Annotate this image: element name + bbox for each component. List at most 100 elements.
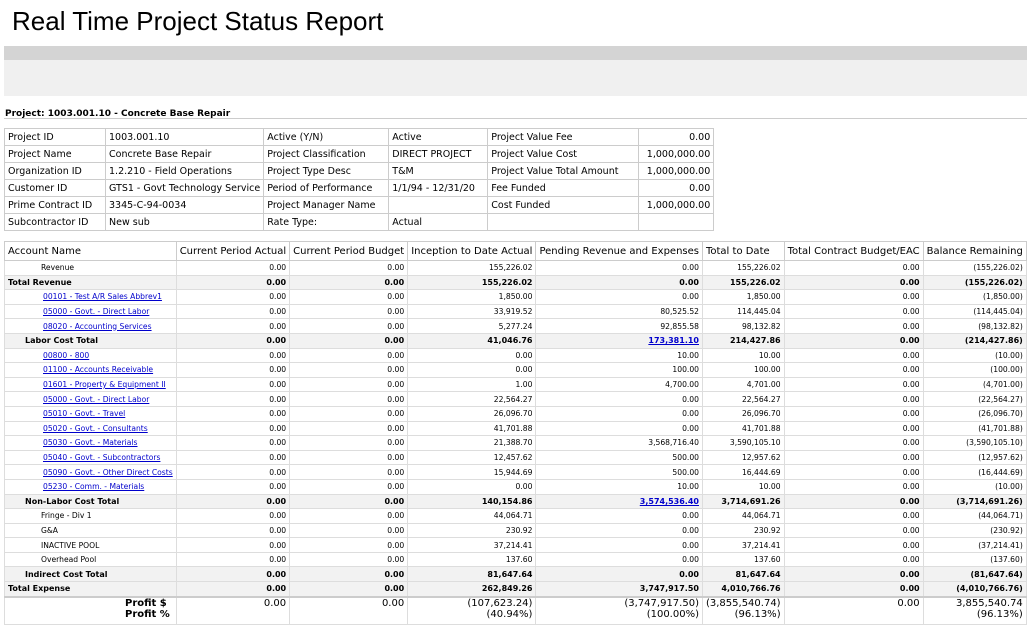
- amount: 0.00: [408, 479, 536, 494]
- amount: 0.00: [784, 567, 923, 582]
- amount: (214,427.86): [923, 333, 1026, 348]
- account-link[interactable]: 05030 - Govt. - Materials: [43, 438, 138, 447]
- band: [4, 46, 1027, 60]
- amount: 500.00: [536, 465, 703, 480]
- info-value: 1.2.210 - Field Operations: [106, 163, 264, 180]
- account-link[interactable]: 00800 - 800: [43, 351, 89, 360]
- data-row: Labor Cost Total0.000.0041,046.76173,381…: [5, 333, 1027, 348]
- amount: 0.00: [536, 523, 703, 538]
- amount: 0.00: [536, 552, 703, 567]
- account-name: 01100 - Accounts Receivable: [5, 363, 177, 378]
- amount: 0.00: [290, 290, 408, 305]
- amount: 4,700.00: [536, 377, 703, 392]
- profit-value: (3,855,540.74): [706, 598, 781, 609]
- account-name: Revenue: [5, 261, 177, 276]
- amount: 155,226.02: [702, 275, 784, 290]
- amount: 0.00: [784, 348, 923, 363]
- amount: 0.00: [176, 406, 289, 421]
- amount: 0.00: [290, 567, 408, 582]
- account-link[interactable]: 05010 - Govt. - Travel: [43, 409, 125, 418]
- account-link[interactable]: 01601 - Property & Equipment II: [43, 380, 166, 389]
- info-label: Subcontractor ID: [5, 214, 106, 231]
- amount: 0.00: [176, 509, 289, 524]
- amount: 5,277.24: [408, 319, 536, 334]
- amount: 0.00: [176, 377, 289, 392]
- amount: 16,444.69: [702, 465, 784, 480]
- data-row: Fringe - Div 10.000.0044,064.710.0044,06…: [5, 509, 1027, 524]
- column-header: Total Contract Budget/EAC: [784, 242, 923, 261]
- profit-value: 0.00: [788, 598, 920, 609]
- amount: 0.00: [784, 290, 923, 305]
- amount: 0.00: [536, 538, 703, 553]
- account-link[interactable]: 173,381.10: [648, 336, 699, 345]
- amount: 0.00: [176, 582, 289, 597]
- info-value: 1,000,000.00: [639, 197, 714, 214]
- info-label: Rate Type:: [264, 214, 389, 231]
- amount: 0.00: [290, 450, 408, 465]
- column-header: Balance Remaining: [923, 242, 1026, 261]
- amount: (114,445.04): [923, 304, 1026, 319]
- amount: (4,010,766.76): [923, 582, 1026, 597]
- account-link[interactable]: 05040 - Govt. - Subcontractors: [43, 453, 160, 462]
- profit-label: Profit $: [125, 598, 173, 609]
- amount: 10.00: [702, 479, 784, 494]
- amount: 81,647.64: [408, 567, 536, 582]
- info-table: Project ID1003.001.10Active (Y/N)ActiveP…: [4, 128, 714, 231]
- amount: 0.00: [784, 333, 923, 348]
- amount: (1,850.00): [923, 290, 1026, 305]
- data-row: 00101 - Test A/R Sales Abbrev10.000.001,…: [5, 290, 1027, 305]
- account-name: 05010 - Govt. - Travel: [5, 406, 177, 421]
- amount: 0.00: [536, 567, 703, 582]
- amount: (3,590,105.10): [923, 436, 1026, 451]
- amount: 10.00: [536, 348, 703, 363]
- data-row: 08020 - Accounting Services0.000.005,277…: [5, 319, 1027, 334]
- amount: 0.00: [176, 479, 289, 494]
- amount: 155,226.02: [408, 275, 536, 290]
- amount: 0.00: [784, 377, 923, 392]
- account-link[interactable]: 01100 - Accounts Receivable: [43, 365, 153, 374]
- info-value: 1,000,000.00: [639, 146, 714, 163]
- profit-value: 0.00: [180, 598, 286, 609]
- amount: 26,096.70: [702, 406, 784, 421]
- info-label: Project ID: [5, 129, 106, 146]
- info-label: Project Name: [5, 146, 106, 163]
- account-link[interactable]: 3,574,536.40: [640, 497, 699, 506]
- account-link[interactable]: 05230 - Comm. - Materials: [43, 482, 144, 491]
- account-link[interactable]: 08020 - Accounting Services: [43, 322, 152, 331]
- info-value: Actual: [389, 214, 488, 231]
- amount: 114,445.04: [702, 304, 784, 319]
- account-link[interactable]: 05000 - Govt. - Direct Labor: [43, 307, 149, 316]
- amount: 0.00: [290, 552, 408, 567]
- data-row: 05030 - Govt. - Materials0.000.0021,388.…: [5, 436, 1027, 451]
- info-row: Prime Contract ID3345-C-94-0034Project M…: [5, 197, 714, 214]
- info-value: 0.00: [639, 129, 714, 146]
- data-row: Non-Labor Cost Total0.000.00140,154.863,…: [5, 494, 1027, 509]
- amount: 22,564.27: [408, 392, 536, 407]
- amount: 0.00: [290, 319, 408, 334]
- profit-value: (96.13%): [927, 609, 1023, 620]
- amount: 0.00: [290, 348, 408, 363]
- info-value: [389, 197, 488, 214]
- account-link[interactable]: 05090 - Govt. - Other Direct Costs: [43, 468, 173, 477]
- column-header: Total to Date: [702, 242, 784, 261]
- info-label: [488, 214, 639, 231]
- amount: 21,388.70: [408, 436, 536, 451]
- amount: 0.00: [176, 567, 289, 582]
- account-link[interactable]: 05000 - Govt. - Direct Labor: [43, 395, 149, 404]
- column-header: Account Name: [5, 242, 177, 261]
- data-row: 01601 - Property & Equipment II0.000.001…: [5, 377, 1027, 392]
- amount: 98,132.82: [702, 319, 784, 334]
- account-link[interactable]: 00101 - Test A/R Sales Abbrev1: [43, 292, 162, 301]
- info-row: Customer IDGTS1 - Govt Technology Servic…: [5, 180, 714, 197]
- info-value: New sub: [106, 214, 264, 231]
- amount: 0.00: [784, 261, 923, 276]
- amount: 0.00: [290, 406, 408, 421]
- data-row: 05020 - Govt. - Consultants0.000.0041,70…: [5, 421, 1027, 436]
- info-value: Active: [389, 129, 488, 146]
- profit-value: (96.13%): [706, 609, 781, 620]
- profit-amount: 3,855,540.74(96.13%): [923, 597, 1026, 625]
- profit-labels: Profit $Profit %: [5, 597, 177, 625]
- status-table: Account NameCurrent Period ActualCurrent…: [4, 241, 1027, 625]
- account-link[interactable]: 05020 - Govt. - Consultants: [43, 424, 148, 433]
- info-value: 0.00: [639, 180, 714, 197]
